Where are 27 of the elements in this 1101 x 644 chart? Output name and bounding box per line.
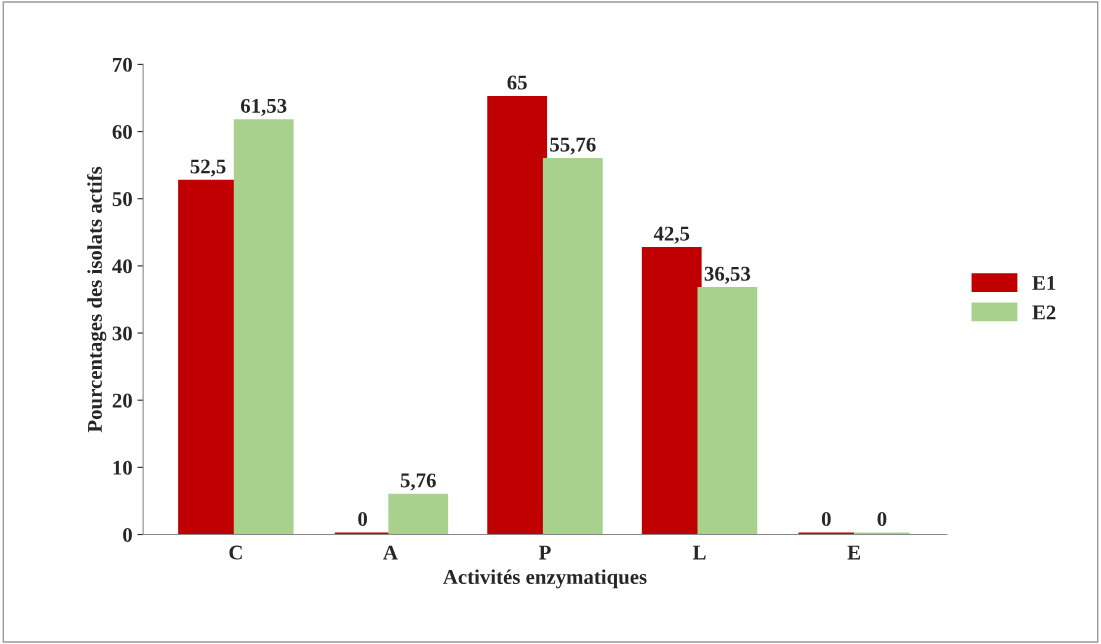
x-tick-label: C [229, 545, 242, 560]
data-label: 65 [507, 75, 527, 90]
x-tick-label: P [538, 545, 551, 560]
x-tick-label: A [383, 545, 398, 560]
data-label: 0 [877, 512, 887, 527]
data-label: 52,5 [190, 159, 226, 177]
data-label: 42,5 [653, 226, 690, 244]
y-tick-label: 30 [112, 326, 132, 341]
x-axis-title: Activités enzymatiques [443, 569, 647, 589]
y-tick-label: 60 [112, 124, 132, 139]
y-tick-label: 10 [113, 460, 132, 475]
data-label: 36,53 [704, 266, 751, 284]
y-tick-label: 50 [112, 192, 132, 207]
x-tick-label: L [692, 545, 706, 560]
data-label: 55,76 [550, 137, 596, 155]
x-tick-label: E [847, 545, 860, 560]
y-axis-title: Pourcentages des isolats actifs [87, 166, 107, 433]
data-label: 0 [358, 512, 368, 527]
data-label: 5,76 [400, 473, 436, 491]
data-label: 61,53 [240, 98, 287, 116]
y-tick-label: 70 [113, 57, 132, 72]
legend-label: E2 [1032, 305, 1056, 320]
data-label: 0 [821, 512, 831, 527]
y-tick-label: 20 [112, 393, 132, 408]
y-tick-label: 40 [112, 259, 132, 274]
legend-label: E1 [1032, 276, 1056, 290]
y-tick-label: 0 [123, 527, 132, 542]
